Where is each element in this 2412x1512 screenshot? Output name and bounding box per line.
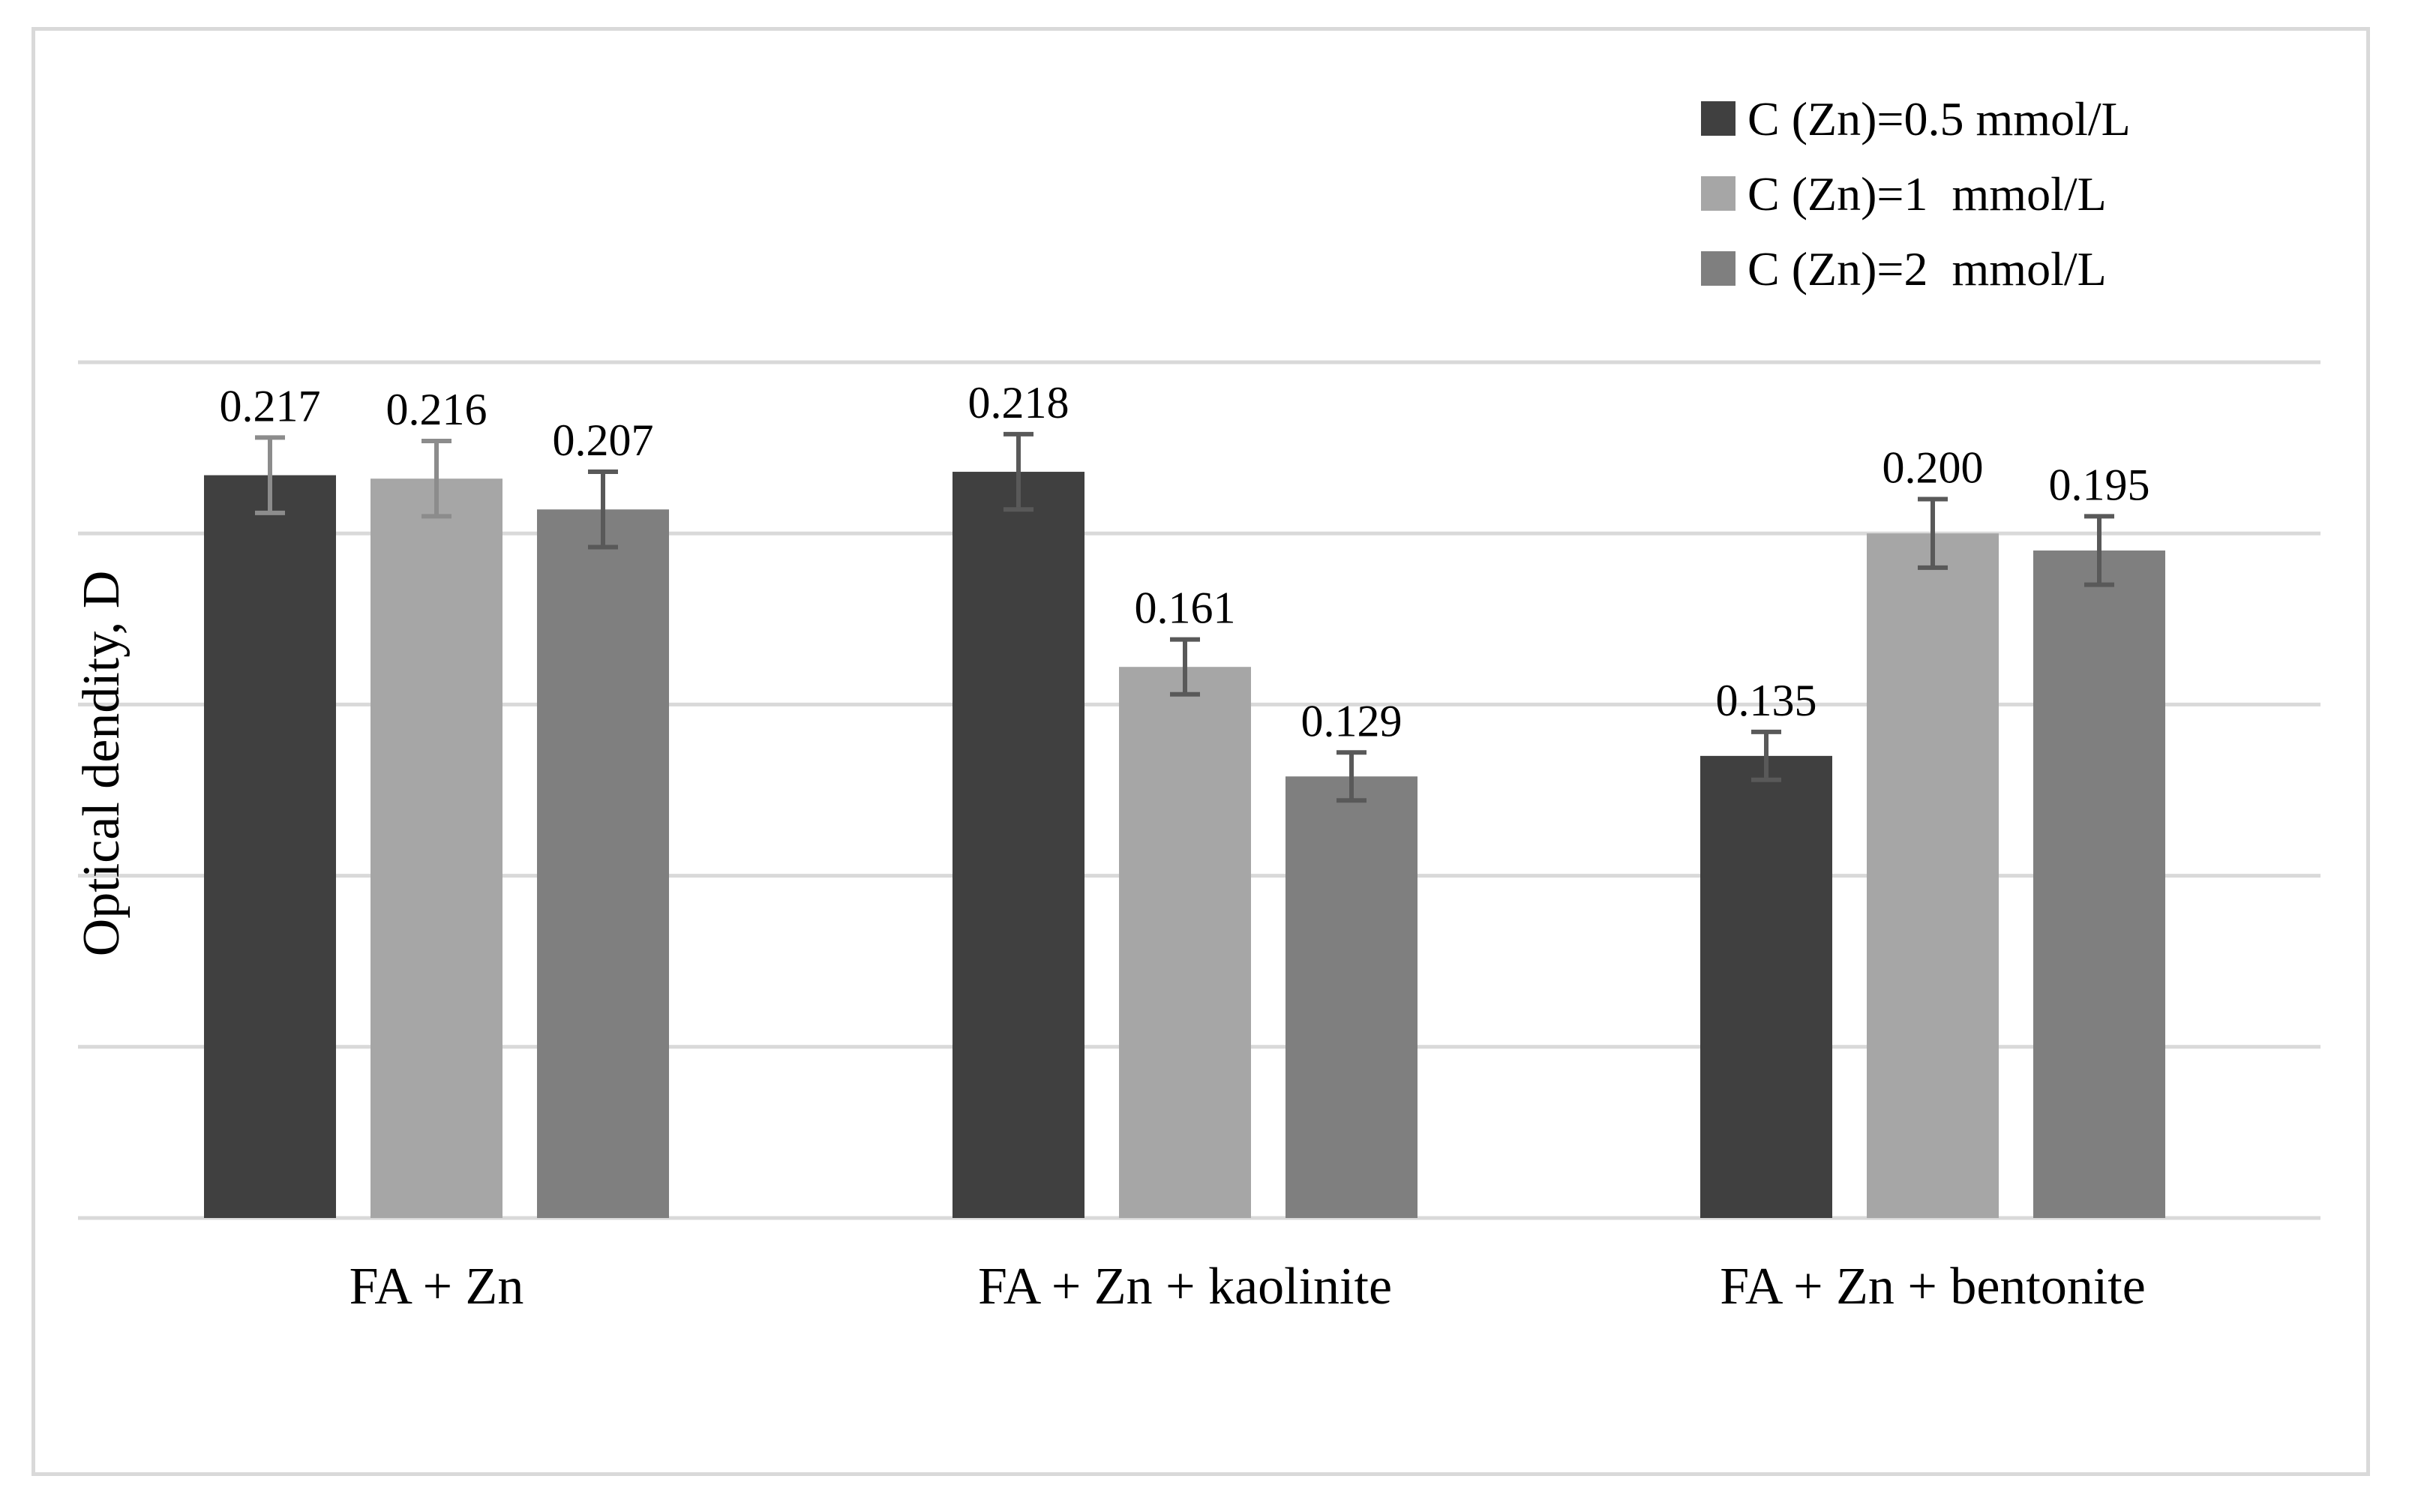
bar bbox=[537, 509, 669, 1218]
error-bar bbox=[1751, 729, 1781, 782]
error-bars bbox=[255, 431, 2114, 803]
bar bbox=[1700, 755, 1832, 1218]
x-tick-label: FA + Zn bbox=[350, 1258, 524, 1316]
bar bbox=[2033, 550, 2165, 1218]
x-tick-label: FA + Zn + kaolinite bbox=[978, 1258, 1392, 1316]
error-bar bbox=[255, 435, 285, 515]
legend-item: C (Zn)=0.5 mmol/L bbox=[1701, 92, 2131, 146]
legend: C (Zn)=0.5 mmol/L C (Zn)=1 mmol/L C (Zn)=2… bbox=[1701, 92, 2131, 296]
error-bar bbox=[1336, 750, 1366, 803]
data-label: 0.161 bbox=[1135, 584, 1236, 633]
bar bbox=[1119, 667, 1251, 1218]
legend-label: C (Zn)=2 mmol/L bbox=[1748, 242, 2107, 296]
data-label: 0.217 bbox=[220, 381, 321, 430]
data-label: 0.200 bbox=[1882, 443, 1984, 493]
legend-label: C (Zn)=0.5 mmol/L bbox=[1748, 92, 2131, 146]
y-axis-title: Optical dendity, D bbox=[73, 571, 130, 957]
error-bar bbox=[1170, 637, 1200, 697]
data-label: 0.207 bbox=[553, 416, 654, 465]
data-label: 0.218 bbox=[968, 378, 1070, 428]
bar bbox=[952, 472, 1084, 1218]
legend-swatch bbox=[1701, 101, 1736, 136]
bar bbox=[1286, 776, 1418, 1218]
x-tick-label: FA + Zn + bentonite bbox=[1720, 1258, 2146, 1316]
error-bar bbox=[1004, 431, 1034, 512]
data-labels: 0.217 0.218 0.135 0.216 0.161 0.200 0.207 0.129… bbox=[220, 378, 2150, 746]
data-label: 0.129 bbox=[1301, 696, 1402, 746]
bar bbox=[1867, 533, 1999, 1218]
data-label: 0.216 bbox=[386, 385, 488, 434]
error-bar bbox=[588, 470, 618, 550]
x-tick-labels: FA + Zn FA + Zn + kaolinite FA + Zn + bent… bbox=[350, 1258, 2146, 1316]
legend-label: C (Zn)=1 mmol/L bbox=[1748, 167, 2107, 220]
legend-swatch bbox=[1701, 176, 1736, 211]
bar bbox=[370, 478, 502, 1218]
error-bar bbox=[2084, 514, 2114, 587]
legend-item: C (Zn)=2 mmol/L bbox=[1701, 242, 2107, 296]
bars bbox=[204, 472, 2165, 1218]
error-bar bbox=[422, 438, 452, 519]
legend-swatch bbox=[1701, 251, 1736, 286]
data-label: 0.195 bbox=[2049, 460, 2150, 509]
legend-item: C (Zn)=1 mmol/L bbox=[1701, 167, 2107, 220]
data-label: 0.135 bbox=[1716, 676, 1817, 725]
bar bbox=[204, 475, 336, 1218]
error-bar bbox=[1918, 496, 1948, 570]
